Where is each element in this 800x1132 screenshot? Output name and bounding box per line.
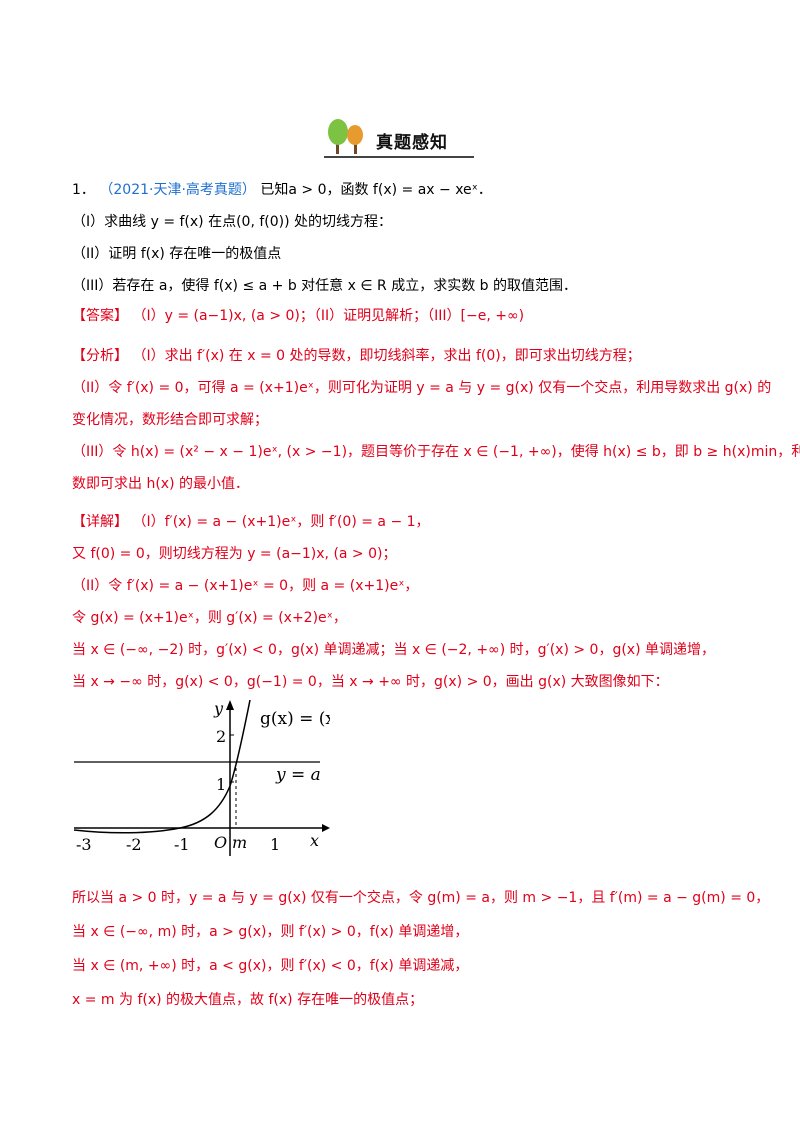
function-graph: g(x) = (x+1)eˣ y = a y x O m 2 1 -3 -2 -…	[70, 699, 384, 860]
detail-line-10: x = m 为 f(x) 的极大值点，故 f(x) 存在唯一的极值点；	[72, 992, 424, 1008]
detail-line-3: （II）令 f′(x) = a − (x+1)eˣ = 0，则 a = (x+1…	[72, 578, 419, 594]
m-label: m	[232, 833, 247, 852]
tree-icon	[328, 119, 363, 154]
problem-stem-line: 1． （2021·天津·高考真题） 已知a > 0，函数 f(x) = ax −…	[72, 180, 492, 200]
detail-text-1: （I）f′(x) = a − (x+1)eˣ，则 f′(0) = a − 1，	[132, 514, 430, 530]
detail-line-8: 当 x ∈ (−∞, m) 时，a > g(x)，则 f′(x) > 0，f(x…	[72, 924, 469, 940]
analysis-line-2: （II）令 f′(x) = 0，可得 a = (x+1)eˣ，则可化为证明 y …	[72, 380, 772, 396]
analysis-line-1: 【分析】 （I）求出 f′(x) 在 x = 0 处的导数，即切线斜率，求出 f…	[72, 346, 641, 366]
x-axis-label: x	[310, 831, 319, 850]
detail-line-4: 令 g(x) = (x+1)eˣ，则 g′(x) = (x+2)eˣ，	[72, 610, 347, 626]
section-title: 真题感知	[376, 133, 448, 153]
section-header: 真题感知	[324, 118, 474, 160]
answer-line: 【答案】 （I）y = (a−1)x, (a > 0)；（II）证明见解析；（I…	[72, 306, 524, 326]
analysis-text-1: （I）求出 f′(x) 在 x = 0 处的导数，即切线斜率，求出 f(0)，即…	[132, 348, 641, 364]
problem-number: 1．	[72, 182, 95, 198]
problem-part-3: （III）若存在 a，使得 f(x) ≤ a + b 对任意 x ∈ R 成立，…	[72, 278, 577, 294]
detail-line-6: 当 x → −∞ 时，g(x) < 0，g(−1) = 0，当 x → +∞ 时…	[72, 674, 669, 690]
y-axis-label: y	[213, 700, 224, 718]
x-tick-neg3: -3	[76, 835, 92, 854]
detail-line-5: 当 x ∈ (−∞, −2) 时，g′(x) < 0，g(x) 单调递减；当 x…	[72, 642, 715, 658]
origin-label: O	[214, 833, 227, 852]
problem-part-1: （I）求曲线 y = f(x) 在点(0, f(0)) 处的切线方程：	[72, 214, 393, 230]
problem-stem: 已知a > 0，函数 f(x) = ax − xeˣ．	[260, 182, 492, 198]
header-rule	[324, 156, 474, 158]
graph-svg: g(x) = (x+1)eˣ y = a y x O m 2 1 -3 -2 -…	[73, 699, 384, 856]
detail-line-9: 当 x ∈ (m, +∞) 时，a < g(x)，则 f′(x) < 0，f(x…	[72, 958, 469, 974]
y-tick-2: 2	[216, 727, 226, 746]
curve-label: g(x) = (x+1)eˣ	[260, 709, 330, 729]
analysis-line-3: 变化情况，数形结合即可求解；	[72, 412, 268, 428]
analysis-label: 【分析】	[72, 348, 128, 364]
answer-text: （I）y = (a−1)x, (a > 0)；（II）证明见解析；（III）[−…	[132, 308, 525, 324]
detail-label: 【详解】	[72, 514, 128, 530]
detail-line-2: 又 f(0) = 0，则切线方程为 y = (a−1)x, (a > 0)；	[72, 546, 397, 562]
x-tick-1: 1	[270, 835, 280, 854]
detail-line-7: 所以当 a > 0 时，y = a 与 y = g(x) 仅有一个交点，令 g(…	[72, 890, 770, 906]
analysis-line-5: 数即可求出 h(x) 的最小值．	[72, 476, 249, 492]
problem-source: （2021·天津·高考真题）	[99, 182, 256, 198]
x-axis-arrow	[322, 824, 330, 832]
curve-g	[73, 699, 251, 834]
line-label: y = a	[275, 765, 321, 785]
y-tick-1: 1	[216, 775, 226, 794]
answer-label: 【答案】	[72, 308, 128, 324]
x-tick-neg2: -2	[126, 835, 142, 854]
x-tick-neg1: -1	[174, 835, 190, 854]
detail-line-1: 【详解】 （I）f′(x) = a − (x+1)eˣ，则 f′(0) = a …	[72, 512, 430, 532]
analysis-line-4: （III）令 h(x) = (x² − x − 1)eˣ, (x > −1)，题…	[72, 444, 800, 460]
y-axis-arrow	[226, 700, 234, 710]
problem-part-2: （II）证明 f(x) 存在唯一的极值点	[72, 246, 282, 262]
